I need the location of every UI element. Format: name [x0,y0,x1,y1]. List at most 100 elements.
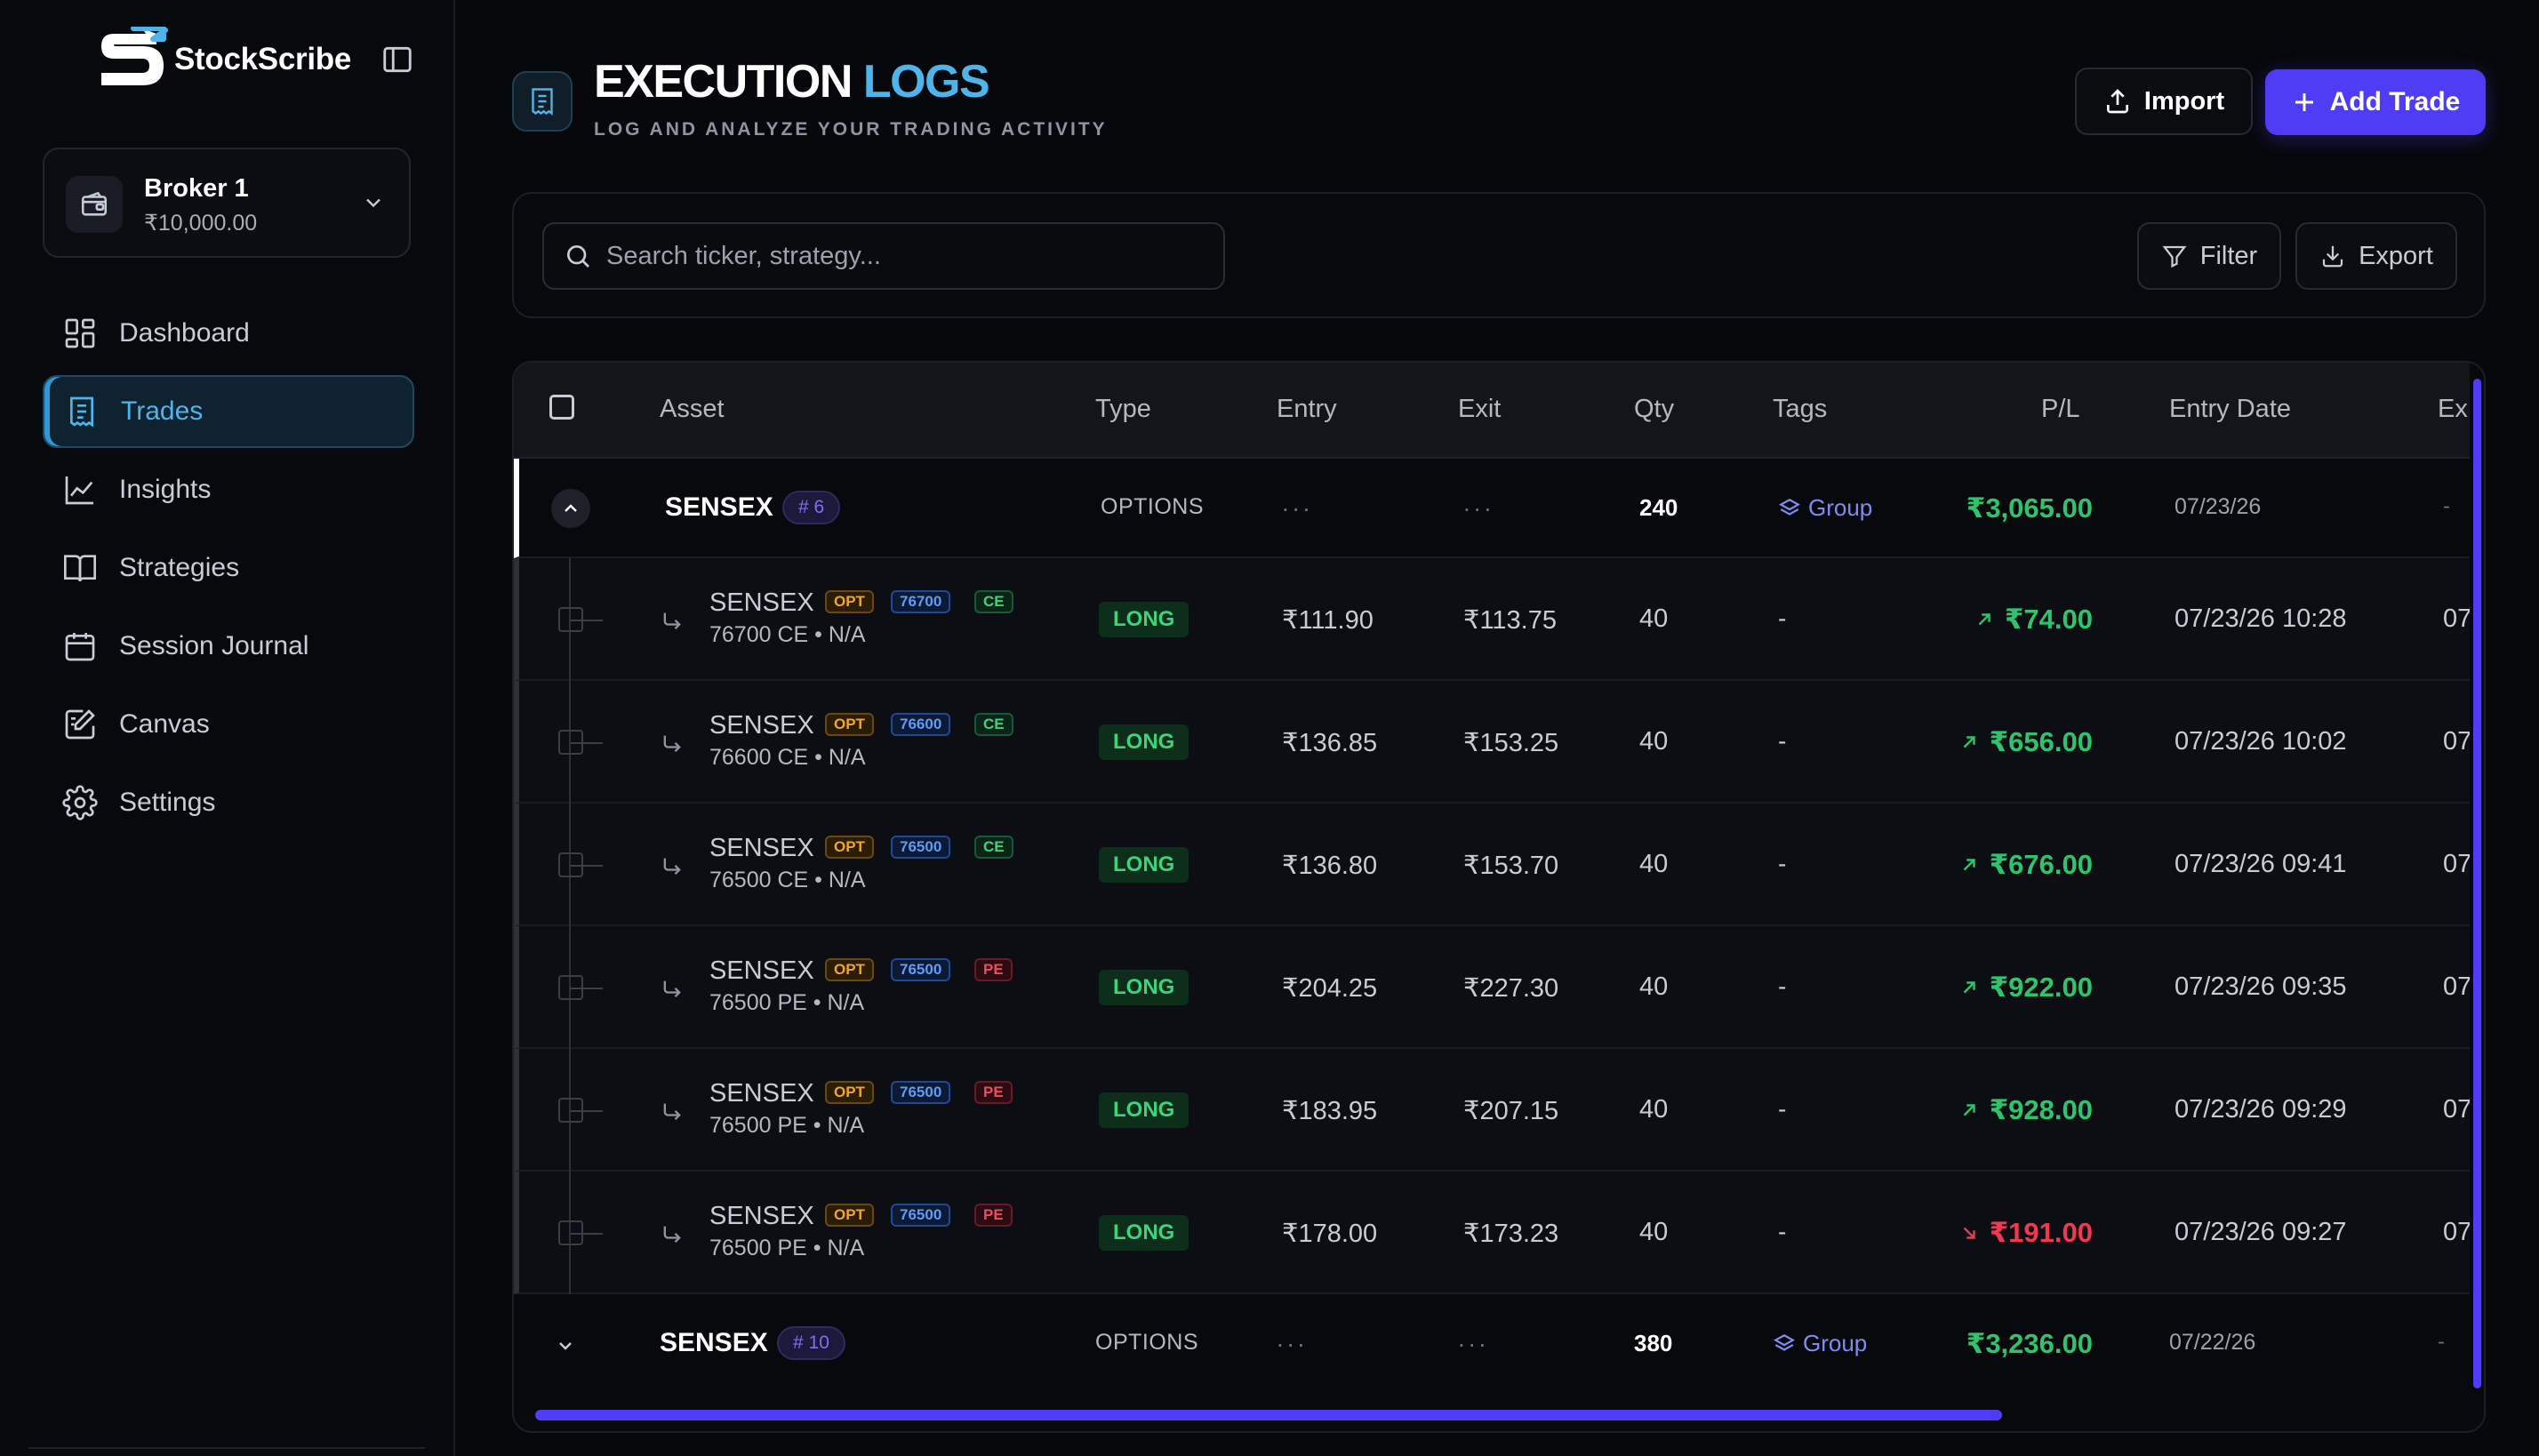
trade-exit-date: 07 [2443,850,2472,878]
add-trade-label: Add Trade [2329,87,2461,116]
trade-exit: ₹173.23 [1463,1220,1559,1248]
trade-entry: ₹183.95 [1282,1097,1378,1125]
trade-asset: SENSEX [709,956,814,985]
sidebar-item-session-journal[interactable]: Session Journal [43,610,414,683]
strike-badge: 76500 [891,836,951,859]
app-logo[interactable]: StockScribe [98,27,351,92]
sidebar-item-dashboard[interactable]: Dashboard [43,297,414,370]
option-badge: OPT [825,836,874,859]
sidebar-item-insights[interactable]: Insights [43,453,414,526]
option-kind-badge: PE [974,958,1013,981]
option-kind-badge: CE [974,836,1013,859]
receipt-icon [532,88,553,116]
group-row[interactable]: SENSEX # 10 OPTIONS ... ... 380 Group ₹3… [514,1294,2470,1396]
option-badge: OPT [825,1204,874,1227]
column-header-pl[interactable]: P/L [2041,395,2080,423]
calendar-icon [65,633,95,661]
trade-pl: ₹928.00 [1959,1094,2093,1126]
trade-entry: ₹178.00 [1282,1220,1378,1248]
select-all-checkbox[interactable] [549,395,574,420]
vertical-scrollbar[interactable] [2470,363,2484,1431]
trade-pl-value: ₹656.00 [1989,726,2093,757]
group-asset: SENSEX [665,492,773,522]
group-count-badge: # 6 [782,491,841,524]
tree-line [569,558,571,681]
trade-tags: - [1778,972,1787,1000]
column-header-asset[interactable]: Asset [660,395,725,423]
tree-connector [571,865,603,867]
sidebar-item-canvas[interactable]: Canvas [43,688,414,761]
group-tag[interactable]: Group [1778,494,1872,522]
trend-up-icon [1963,1104,1975,1116]
trade-row[interactable]: SENSEX OPT 76700 CE 76700 CE • N/A LONG … [514,558,2471,681]
book-icon [64,555,96,582]
page-subtitle: LOG AND ANALYZE YOUR TRADING ACTIVITY [594,119,1108,140]
sidebar-item-label: Trades [121,396,204,426]
broker-selector[interactable]: Broker 1 ₹10,000.00 [43,148,411,258]
page-title-accent: LOGS [862,56,990,108]
column-header-entry[interactable]: Entry [1277,395,1337,423]
trade-entry: ₹204.25 [1282,974,1378,1003]
column-header-type[interactable]: Type [1095,395,1151,423]
import-button[interactable]: Import [2075,68,2253,135]
trade-row[interactable]: SENSEX OPT 76600 CE 76600 CE • N/A LONG … [514,681,2471,804]
side-badge: LONG [1099,602,1189,637]
group-entry-date: 07/23/26 [2175,494,2262,519]
group-qty: 240 [1639,494,1678,521]
sidebar-item-strategies[interactable]: Strategies [43,532,414,604]
trade-row[interactable]: SENSEX OPT 76500 PE 76500 PE • N/A LONG … [514,1172,2471,1294]
column-header-exit-date[interactable]: Ex [2438,395,2468,423]
export-label: Export [2359,241,2433,270]
trade-qty: 40 [1639,1095,1669,1124]
vertical-scroll-thumb[interactable] [2473,379,2481,1388]
toolbar-panel: Filter Export [512,192,2486,318]
trade-subtitle: 76700 CE • N/A [709,622,866,647]
gear-icon [62,785,98,820]
group-type: OPTIONS [1101,494,1205,519]
group-row[interactable]: SENSEX # 6 OPTIONS ... ... 240 Group ₹3,… [514,459,2470,558]
layers-icon [1779,498,1800,516]
option-badge: OPT [825,1081,874,1104]
side-badge: LONG [1099,1215,1189,1251]
sidebar-item-label: Settings [119,788,216,817]
trade-qty: 40 [1639,1218,1669,1246]
trade-row[interactable]: SENSEX OPT 76500 PE 76500 PE • N/A LONG … [514,1049,2471,1172]
trade-exit: ₹113.75 [1463,606,1557,635]
trade-pl-value: ₹676.00 [1989,849,2093,880]
column-header-exit[interactable]: Exit [1458,395,1502,423]
sidebar-item-settings[interactable]: Settings [43,766,414,839]
trade-asset: SENSEX [709,711,814,740]
export-button[interactable]: Export [2295,222,2457,290]
group-tag[interactable]: Group [1773,1330,1867,1357]
column-header-tags[interactable]: Tags [1773,395,1828,423]
search-input[interactable] [606,241,1211,271]
column-header-qty[interactable]: Qty [1634,395,1675,423]
group-pl: ₹3,236.00 [1966,1328,2093,1359]
horizontal-scroll-thumb[interactable] [535,1410,2002,1420]
canvas-icon [65,709,95,740]
sub-row-arrow-icon [663,980,681,997]
sidebar-item-label: Insights [119,475,212,504]
add-trade-button[interactable]: Add Trade [2265,69,2486,135]
page-title-main: EXECUTION [594,56,853,108]
filter-button[interactable]: Filter [2137,222,2281,290]
sidebar-item-label: Dashboard [119,318,250,348]
sidebar-toggle-icon[interactable] [380,43,414,76]
group-entry: ... [1277,1324,1309,1352]
collapse-group-button[interactable] [551,489,590,528]
trade-entry: ₹111.90 [1282,606,1374,635]
expand-group-button[interactable] [546,1326,585,1365]
tree-line [569,681,571,804]
trade-row[interactable]: SENSEX OPT 76500 CE 76500 CE • N/A LONG … [514,804,2472,926]
sidebar: StockScribe Broker 1 ₹10,000.00 Dashboar… [0,0,455,1456]
trade-row[interactable]: SENSEX OPT 76500 PE 76500 PE • N/A LONG … [514,926,2471,1049]
filter-icon [2162,245,2187,268]
sidebar-item-trades[interactable]: Trades [43,375,414,448]
sub-row-arrow-icon [663,735,681,752]
search-box[interactable] [542,222,1225,290]
dashboard-icon [65,318,95,348]
sidebar-item-label: Canvas [119,709,210,739]
column-header-entry-date[interactable]: Entry Date [2169,395,2291,423]
trade-entry-date: 07/23/26 10:02 [2175,727,2347,756]
horizontal-scrollbar[interactable] [514,1404,2470,1431]
